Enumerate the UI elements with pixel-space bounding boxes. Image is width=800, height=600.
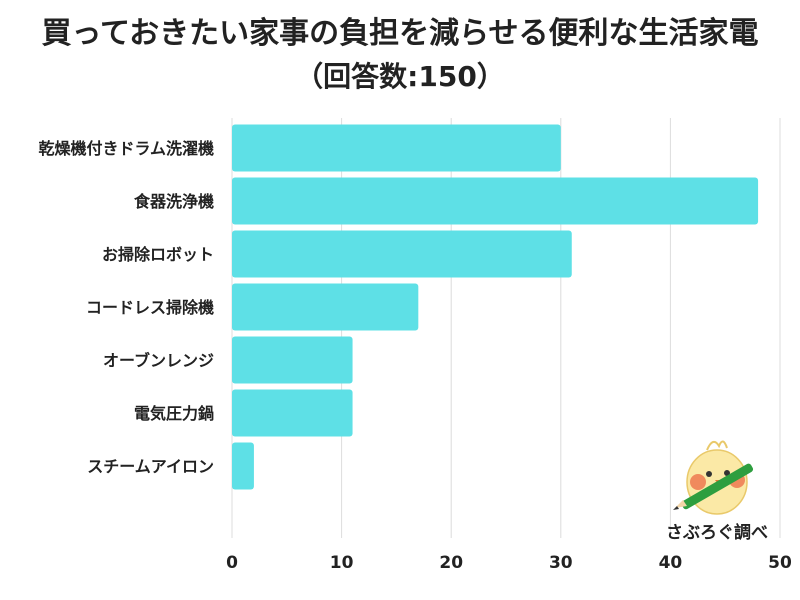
bar-2 (232, 230, 572, 278)
x-tick-label: 40 (659, 553, 683, 573)
x-tick-label: 0 (226, 553, 238, 573)
bar-5 (232, 389, 353, 437)
chart-subtitle: （回答数:150） (295, 60, 505, 93)
x-tick-label: 30 (549, 553, 573, 573)
bar-3 (232, 283, 419, 331)
x-tick-label: 20 (439, 553, 463, 573)
bars (232, 124, 759, 490)
bar-4 (232, 336, 353, 384)
category-label: オーブンレンジ (103, 351, 214, 370)
x-tick-label: 10 (330, 553, 354, 573)
credit-text: さぶろぐ調べ (666, 523, 768, 543)
x-tick-label: 50 (768, 553, 792, 573)
category-label: コードレス掃除機 (86, 298, 214, 317)
category-labels: 乾燥機付きドラム洗濯機食器洗浄機お掃除ロボットコードレス掃除機オーブンレンジ電気… (38, 139, 214, 476)
chart-title: 買っておきたい家事の負担を減らせる便利な生活家電 (41, 16, 759, 51)
bird-mascot-icon (673, 440, 754, 515)
bar-1 (232, 177, 759, 225)
category-label: お掃除ロボット (102, 245, 214, 264)
bar-0 (232, 124, 561, 172)
category-label: 食器洗浄機 (133, 192, 214, 211)
bar-6 (232, 442, 254, 490)
category-label: 乾燥機付きドラム洗濯機 (38, 139, 214, 158)
category-label: 電気圧力鍋 (134, 404, 214, 423)
category-label: スチームアイロン (87, 457, 214, 476)
x-tick-labels: 0 10 20 30 40 50 (226, 553, 792, 573)
